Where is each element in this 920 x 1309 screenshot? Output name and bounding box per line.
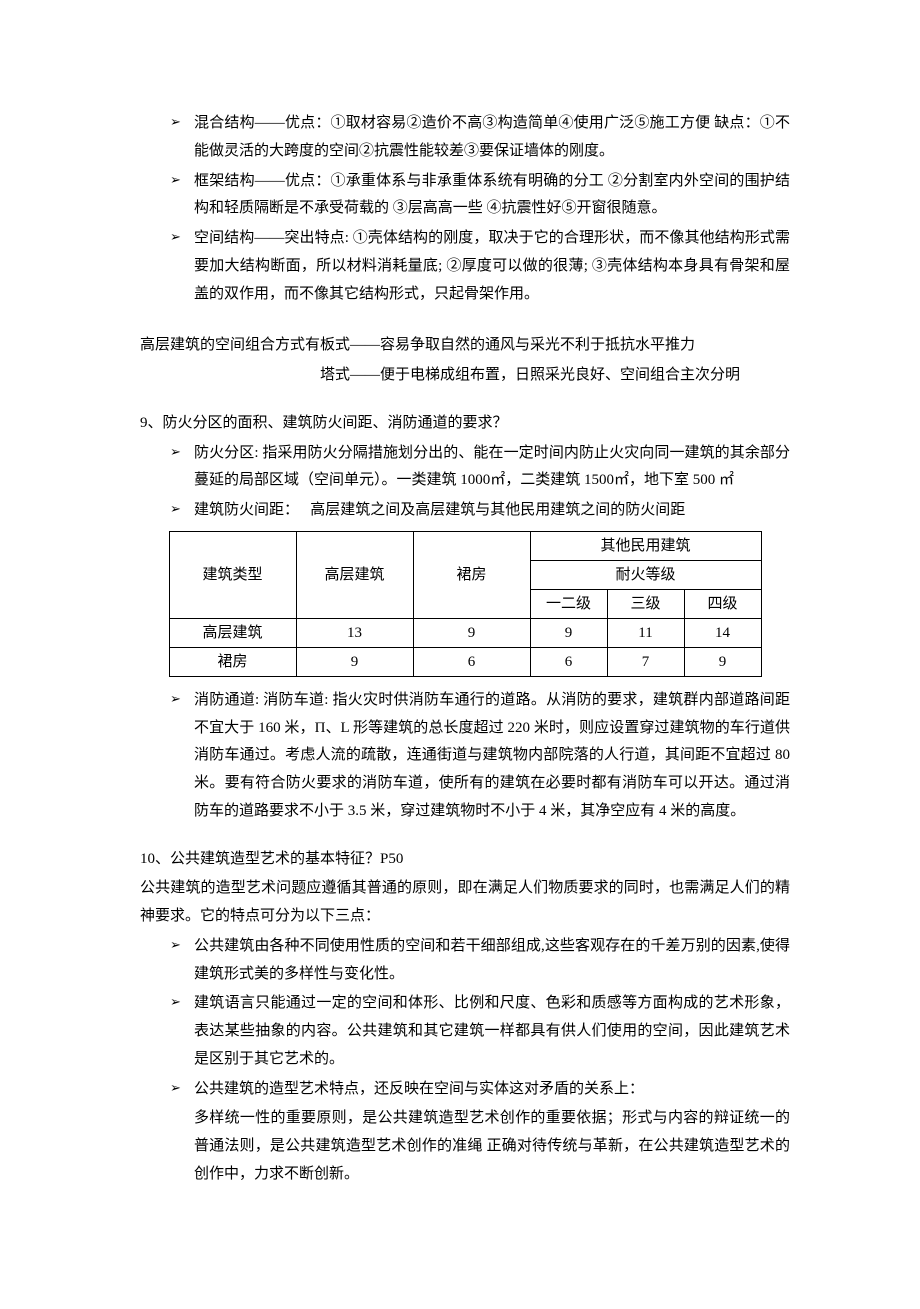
- q9-bullet-1: 防火分区: 指采用防火分隔措施划分出的、能在一定时间内防止火灾向同一建筑的其余部…: [194, 440, 790, 496]
- triangle-bullet-icon: ➢: [170, 497, 194, 521]
- bullet-item: ➢ 混合结构——优点：①取材容易②造价不高③构造简单④使用广泛⑤施工方便 缺点：…: [170, 110, 790, 166]
- triangle-bullet-icon: ➢: [170, 687, 194, 711]
- bullet-text: 框架结构——优点：①承重体系与非承重体系统有明确的分工 ②分割室内外空间的围护结…: [194, 168, 790, 224]
- q10-intro: 公共建筑的造型艺术问题应遵循其普通的原则，即在满足人们物质要求的同时，也需满足人…: [140, 875, 790, 931]
- cell-l4: 14: [684, 618, 761, 647]
- q10-title: 10、公共建筑造型艺术的基本特征？P50: [140, 846, 790, 874]
- th-other-civil: 其他民用建筑: [530, 531, 761, 560]
- bullet-text: 混合结构——优点：①取材容易②造价不高③构造简单④使用广泛⑤施工方便 缺点：①不…: [194, 110, 790, 166]
- th-highrise: 高层建筑: [296, 531, 413, 618]
- table-row: 建筑类型 高层建筑 裙房 其他民用建筑: [169, 531, 761, 560]
- fire-distance-table: 建筑类型 高层建筑 裙房 其他民用建筑 耐火等级 一二级 三级 四级 高层建筑 …: [169, 531, 762, 677]
- q10-bullet-3-lead: 公共建筑的造型艺术特点，还反映在空间与实体这对矛盾的关系上：: [194, 1076, 790, 1104]
- table-row: 高层建筑 13 9 9 11 14: [169, 618, 761, 647]
- triangle-bullet-icon: ➢: [170, 168, 194, 192]
- bullet-item: ➢ 公共建筑由各种不同使用性质的空间和若干细部组成,这些客观存在的千差万别的因素…: [170, 933, 790, 989]
- th-grade-4: 四级: [684, 589, 761, 618]
- bullet-item: ➢ 建筑语言只能通过一定的空间和体形、比例和尺度、色彩和质感等方面构成的艺术形象…: [170, 990, 790, 1073]
- cell-high: 9: [296, 647, 413, 676]
- triangle-bullet-icon: ➢: [170, 990, 194, 1014]
- th-skirt: 裙房: [413, 531, 530, 618]
- bullet-item: ➢ 建筑防火间距： 高层建筑之间及高层建筑与其他民用建筑之间的防火间距: [170, 497, 790, 525]
- triangle-bullet-icon: ➢: [170, 225, 194, 249]
- bullet-item: ➢ 空间结构——突出特点: ①壳体结构的刚度，取决于它的合理形状，而不像其他结构…: [170, 225, 790, 308]
- bullet-item: ➢ 消防通道: 消防车道: 指火灾时供消防车通行的道路。从消防的要求，建筑群内部…: [170, 687, 790, 826]
- q10-bullet-3-body: 多样统一性的重要原则，是公共建筑造型艺术创作的重要依据；形式与内容的辩证统一的普…: [194, 1105, 790, 1188]
- triangle-bullet-icon: ➢: [170, 110, 194, 134]
- q9-bullet-2-lead: 建筑防火间距：: [194, 502, 299, 518]
- cell-l3: 7: [607, 647, 684, 676]
- q10-bullet-1: 公共建筑由各种不同使用性质的空间和若干细部组成,这些客观存在的千差万别的因素,使…: [194, 933, 790, 989]
- cell-l12: 6: [530, 647, 607, 676]
- cell-high: 13: [296, 618, 413, 647]
- cell-type: 裙房: [169, 647, 296, 676]
- triangle-bullet-icon: ➢: [170, 440, 194, 464]
- bullet-text: 空间结构——突出特点: ①壳体结构的刚度，取决于它的合理形状，而不像其他结构形式…: [194, 225, 790, 308]
- q9-bullet-2-rest: 高层建筑之间及高层建筑与其他民用建筑之间的防火间距: [310, 502, 685, 518]
- cell-l4: 9: [684, 647, 761, 676]
- bullet-item: ➢ 防火分区: 指采用防火分隔措施划分出的、能在一定时间内防止火灾向同一建筑的其…: [170, 440, 790, 496]
- th-grade-3: 三级: [607, 589, 684, 618]
- q9-title: 9、防火分区的面积、建筑防火间距、消防通道的要求？: [140, 410, 790, 438]
- q9-bullet-3: 消防通道: 消防车道: 指火灾时供消防车通行的道路。从消防的要求，建筑群内部道路…: [194, 687, 790, 826]
- triangle-bullet-icon: ➢: [170, 933, 194, 957]
- top-bullets: ➢ 混合结构——优点：①取材容易②造价不高③构造简单④使用广泛⑤施工方便 缺点：…: [140, 110, 790, 308]
- cell-skirt: 6: [413, 647, 530, 676]
- cell-type: 高层建筑: [169, 618, 296, 647]
- triangle-bullet-icon: ➢: [170, 1076, 194, 1100]
- th-building-type: 建筑类型: [169, 531, 296, 618]
- q9-bullet-2: 建筑防火间距： 高层建筑之间及高层建筑与其他民用建筑之间的防火间距: [194, 497, 790, 525]
- th-grade-12: 一二级: [530, 589, 607, 618]
- cell-skirt: 9: [413, 618, 530, 647]
- bullet-item: ➢ 公共建筑的造型艺术特点，还反映在空间与实体这对矛盾的关系上：: [170, 1076, 790, 1104]
- q10-bullet-2: 建筑语言只能通过一定的空间和体形、比例和尺度、色彩和质感等方面构成的艺术形象，表…: [194, 990, 790, 1073]
- cell-l3: 11: [607, 618, 684, 647]
- table-row: 裙房 9 6 6 7 9: [169, 647, 761, 676]
- highrise-line-1: 高层建筑的空间组合方式有板式——容易争取自然的通风与采光不利于抵抗水平推力: [140, 332, 790, 360]
- cell-l12: 9: [530, 618, 607, 647]
- th-fire-grade: 耐火等级: [530, 560, 761, 589]
- bullet-item: ➢ 框架结构——优点：①承重体系与非承重体系统有明确的分工 ②分割室内外空间的围…: [170, 168, 790, 224]
- highrise-line-2: 塔式——便于电梯成组布置，日照采光良好、空间组合主次分明: [320, 362, 790, 390]
